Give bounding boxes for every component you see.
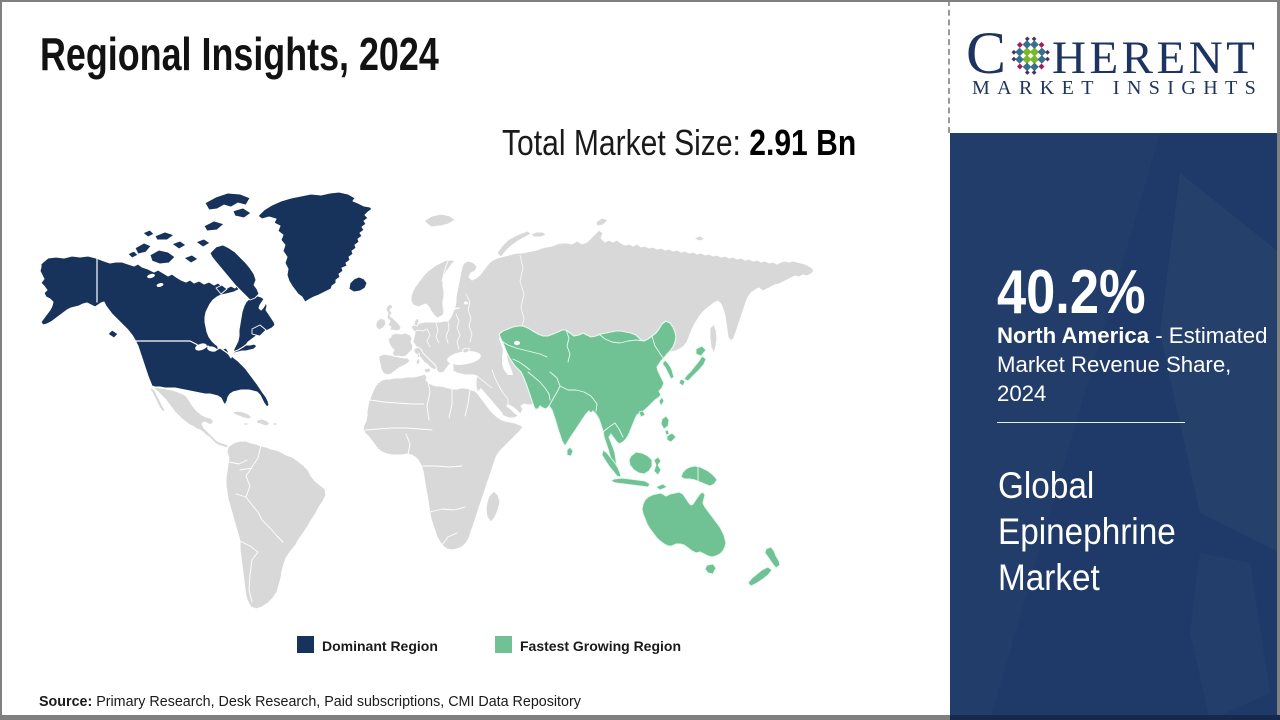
svg-text:MARKET INSIGHTS: MARKET INSIGHTS: [972, 77, 1263, 99]
svg-text:HERENT: HERENT: [1052, 32, 1258, 84]
svg-text:C: C: [966, 20, 1006, 86]
